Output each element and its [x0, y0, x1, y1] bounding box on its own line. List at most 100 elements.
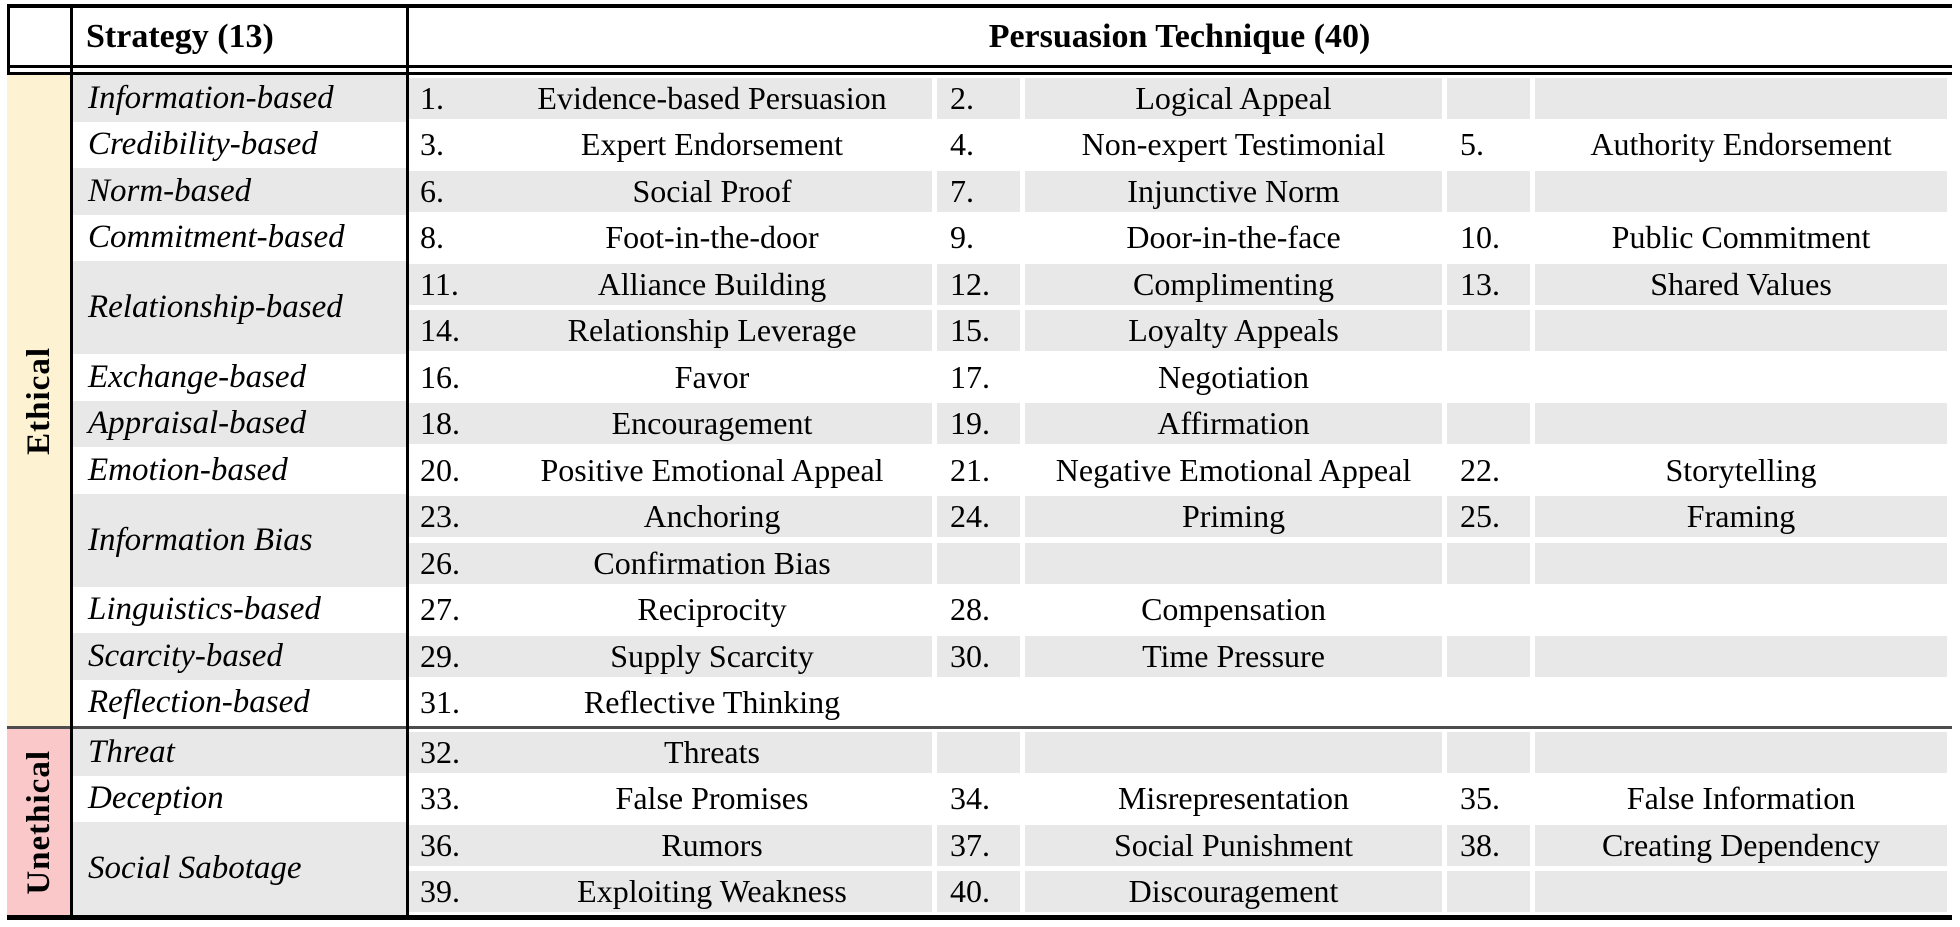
technique-name: Storytelling — [1535, 449, 1947, 491]
technique-number: 37. — [937, 824, 1020, 866]
technique-number — [1447, 310, 1530, 352]
strategy-cell: Appraisal-based — [72, 400, 407, 447]
technique-name: Supply Scarcity — [492, 635, 932, 677]
technique-row: 32. Threats — [407, 729, 1952, 776]
technique-number: 25. — [1447, 496, 1530, 538]
strategy-row: Information-based 1. Evidence-based Persua… — [72, 75, 1952, 122]
technique-number: 1. — [407, 77, 492, 119]
technique-name: Positive Emotional Appeal — [492, 449, 932, 491]
technique-number: 6. — [407, 170, 492, 212]
technique-name — [1025, 542, 1442, 584]
technique-number: 24. — [937, 496, 1020, 538]
technique-number — [1447, 542, 1530, 584]
technique-name: Evidence-based Persuasion — [492, 77, 932, 119]
technique-row: 18. Encouragement 19. Affirmation — [407, 401, 1952, 448]
technique-number — [1447, 635, 1530, 677]
technique-number: 18. — [407, 403, 492, 445]
strategy-row: Information Bias 23. Anchoring 24. Priming 25… — [72, 493, 1952, 587]
technique-lines: 18. Encouragement 19. Affirmation — [407, 401, 1952, 448]
technique-number: 36. — [407, 824, 492, 866]
technique-number — [937, 682, 1020, 724]
technique-row: 33. False Promises 34. Misrepresentation 35.… — [407, 776, 1952, 823]
technique-number: 2. — [937, 77, 1020, 119]
technique-number: 28. — [937, 589, 1020, 631]
technique-name — [1535, 871, 1947, 913]
technique-number: 9. — [937, 217, 1020, 259]
technique-name — [1535, 403, 1947, 445]
technique-lines: 23. Anchoring 24. Priming 25. Framing 26. Confi… — [407, 494, 1952, 587]
technique-number — [1447, 589, 1530, 631]
technique-name: Alliance Building — [492, 263, 932, 305]
technique-lines: 29. Supply Scarcity 30. Time Pressure — [407, 633, 1952, 680]
strategy-row: Commitment-based 8. Foot-in-the-door 9. Door… — [72, 214, 1952, 262]
rows-container: Information-based 1. Evidence-based Persua… — [72, 75, 1952, 726]
strategy-cell: Social Sabotage — [72, 822, 407, 915]
technique-name: Shared Values — [1535, 263, 1947, 305]
unethical-label-column: Unethical — [7, 729, 72, 915]
technique-number — [1447, 170, 1530, 212]
technique-name: Complimenting — [1025, 263, 1442, 305]
technique-number: 33. — [407, 778, 492, 820]
technique-number: 35. — [1447, 778, 1530, 820]
technique-number — [1447, 77, 1530, 119]
technique-lines: 27. Reciprocity 28. Compensation — [407, 587, 1952, 634]
technique-number — [1447, 871, 1530, 913]
technique-name — [1535, 310, 1947, 352]
technique-number: 23. — [407, 496, 492, 538]
strategy-row: Credibility-based 3. Expert Endorsement 4. N… — [72, 121, 1952, 169]
technique-number: 16. — [407, 356, 492, 398]
technique-name: Loyalty Appeals — [1025, 310, 1442, 352]
technique-number: 40. — [937, 871, 1020, 913]
strategy-row: Threat 32. Threats — [72, 729, 1952, 776]
technique-lines: 20. Positive Emotional Appeal 21. Negative … — [407, 447, 1952, 494]
technique-name — [1535, 542, 1947, 584]
technique-number: 8. — [407, 217, 492, 259]
technique-number — [1447, 356, 1530, 398]
technique-number — [937, 731, 1020, 773]
technique-number: 26. — [407, 542, 492, 584]
technique-number — [1447, 403, 1530, 445]
technique-name — [1535, 170, 1947, 212]
technique-row: 36. Rumors 37. Social Punishment 38. Creating… — [407, 822, 1952, 869]
technique-number: 11. — [407, 263, 492, 305]
strategy-row: Linguistics-based 27. Reciprocity 28. Compen… — [72, 586, 1952, 634]
unethical-label: Unethical — [21, 749, 57, 895]
technique-row: 39. Exploiting Weakness 40. Discouragement — [407, 869, 1952, 916]
technique-number: 5. — [1447, 124, 1530, 166]
strategy-cell: Threat — [72, 729, 407, 776]
technique-row: 3. Expert Endorsement 4. Non-expert Testimo… — [407, 122, 1952, 169]
technique-name: Reciprocity — [492, 589, 932, 631]
technique-name: Discouragement — [1025, 871, 1442, 913]
technique-number: 17. — [937, 356, 1020, 398]
strategy-cell: Emotion-based — [72, 447, 407, 494]
strategy-row: Deception 33. False Promises 34. Misrepresen… — [72, 775, 1952, 823]
technique-column-header: Persuasion Technique (40) — [988, 18, 1371, 55]
technique-name: Foot-in-the-door — [492, 217, 932, 259]
technique-row: 29. Supply Scarcity 30. Time Pressure — [407, 633, 1952, 680]
technique-row: 26. Confirmation Bias — [407, 540, 1952, 587]
technique-name: Creating Dependency — [1535, 824, 1947, 866]
technique-name — [1535, 77, 1947, 119]
technique-lines: 11. Alliance Building 12. Complimenting 13. S… — [407, 261, 1952, 354]
technique-name: Encouragement — [492, 403, 932, 445]
technique-number: 7. — [937, 170, 1020, 212]
technique-lines: 16. Favor 17. Negotiation — [407, 354, 1952, 401]
strategy-cell: Commitment-based — [72, 214, 407, 261]
technique-lines: 6. Social Proof 7. Injunctive Norm — [407, 168, 1952, 215]
technique-name: Misrepresentation — [1025, 778, 1442, 820]
technique-name: Affirmation — [1025, 403, 1442, 445]
section-divider — [7, 726, 1952, 729]
strategy-cell: Norm-based — [72, 168, 407, 215]
technique-row: 8. Foot-in-the-door 9. Door-in-the-face 10. P… — [407, 215, 1952, 262]
technique-number: 10. — [1447, 217, 1530, 259]
strategy-cell: Relationship-based — [72, 261, 407, 354]
technique-row: 23. Anchoring 24. Priming 25. Framing — [407, 494, 1952, 541]
table-top-rule — [7, 4, 1952, 8]
technique-number: 13. — [1447, 263, 1530, 305]
technique-lines: 36. Rumors 37. Social Punishment 38. Creating… — [407, 822, 1952, 915]
technique-number: 4. — [937, 124, 1020, 166]
technique-row: 16. Favor 17. Negotiation — [407, 354, 1952, 401]
technique-number: 29. — [407, 635, 492, 677]
technique-row: 14. Relationship Leverage 15. Loyalty Appea… — [407, 308, 1952, 355]
